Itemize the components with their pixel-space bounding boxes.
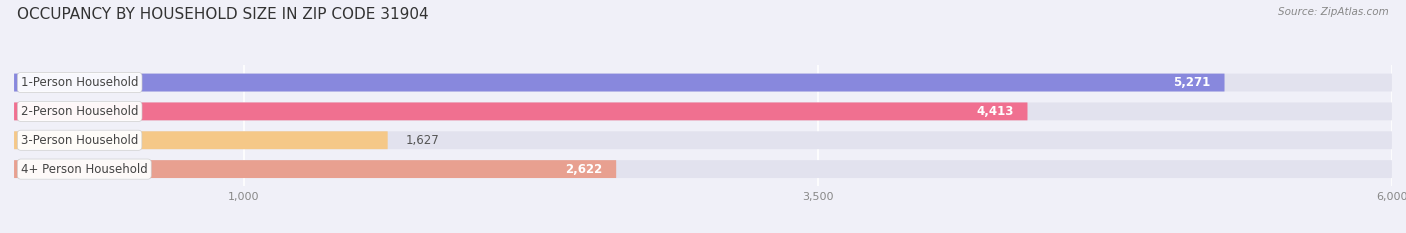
FancyBboxPatch shape [14,103,1028,120]
Text: 4+ Person Household: 4+ Person Household [21,163,148,176]
FancyBboxPatch shape [14,160,1392,178]
Text: 1,627: 1,627 [406,134,440,147]
FancyBboxPatch shape [14,131,388,149]
Text: 4,413: 4,413 [976,105,1014,118]
FancyBboxPatch shape [14,74,1392,92]
Text: 2-Person Household: 2-Person Household [21,105,138,118]
FancyBboxPatch shape [14,103,1392,120]
Text: OCCUPANCY BY HOUSEHOLD SIZE IN ZIP CODE 31904: OCCUPANCY BY HOUSEHOLD SIZE IN ZIP CODE … [17,7,429,22]
Text: 2,622: 2,622 [565,163,602,176]
Text: 3-Person Household: 3-Person Household [21,134,138,147]
FancyBboxPatch shape [14,74,1225,92]
Text: Source: ZipAtlas.com: Source: ZipAtlas.com [1278,7,1389,17]
FancyBboxPatch shape [14,131,1392,149]
Text: 5,271: 5,271 [1174,76,1211,89]
Text: 1-Person Household: 1-Person Household [21,76,138,89]
FancyBboxPatch shape [14,160,616,178]
